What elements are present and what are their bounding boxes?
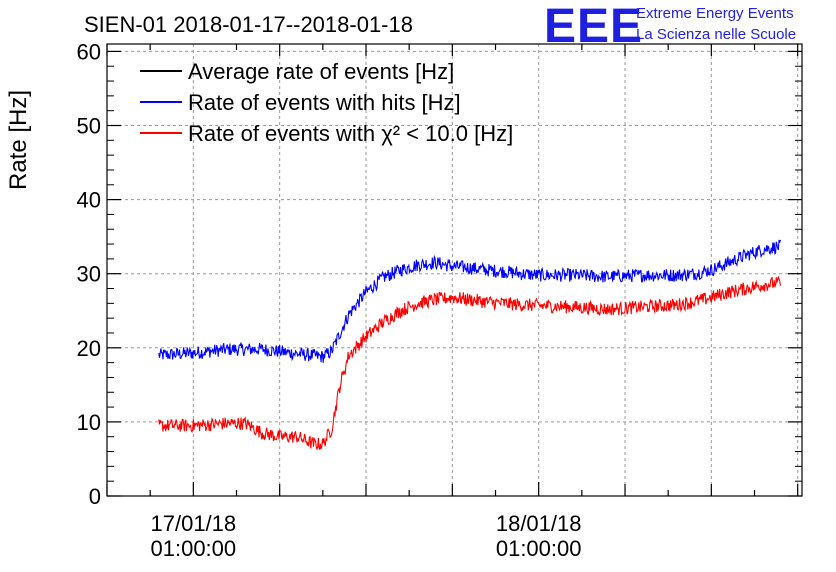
series-line-2 (158, 276, 781, 450)
y-tick-label: 10 (77, 410, 101, 435)
y-tick-label: 30 (77, 262, 101, 287)
y-tick-label: 60 (77, 39, 101, 64)
y-tick-label: 20 (77, 336, 101, 361)
logo-mark: EEE (544, 0, 643, 53)
legend-label-2: Rate of events with χ² < 10.0 [Hz] (188, 121, 513, 146)
chart-title: SIEN-01 2018-01-17--2018-01-18 (84, 12, 413, 37)
logo-line-2: La Scienza nelle Scuole (636, 26, 796, 43)
x-tick-label-time: 01:00:00 (496, 536, 582, 561)
legend-label-1: Rate of events with hits [Hz] (188, 90, 461, 115)
series-line-1 (158, 239, 781, 363)
y-axis: 0 10 20 30 40 50 60 (77, 39, 802, 509)
x-tick-label-date: 18/01/18 (496, 511, 582, 536)
y-tick-label: 50 (77, 114, 101, 139)
y-tick-label: 40 (77, 188, 101, 213)
plot-frame (106, 43, 803, 497)
logo-line-1: Extreme Energy Events (636, 5, 794, 22)
y-tick-label: 0 (89, 484, 101, 509)
x-tick-label-time: 01:00:00 (151, 536, 237, 561)
eee-logo: EEE Extreme Energy Events La Scienza nel… (544, 0, 796, 53)
series-layer (158, 239, 781, 450)
legend-label-0: Average rate of events [Hz] (188, 59, 454, 84)
legend: Average rate of events [Hz] Rate of event… (140, 59, 513, 146)
x-tick-label-date: 17/01/18 (151, 511, 237, 536)
y-axis-title: Rate [Hz] (5, 90, 32, 190)
